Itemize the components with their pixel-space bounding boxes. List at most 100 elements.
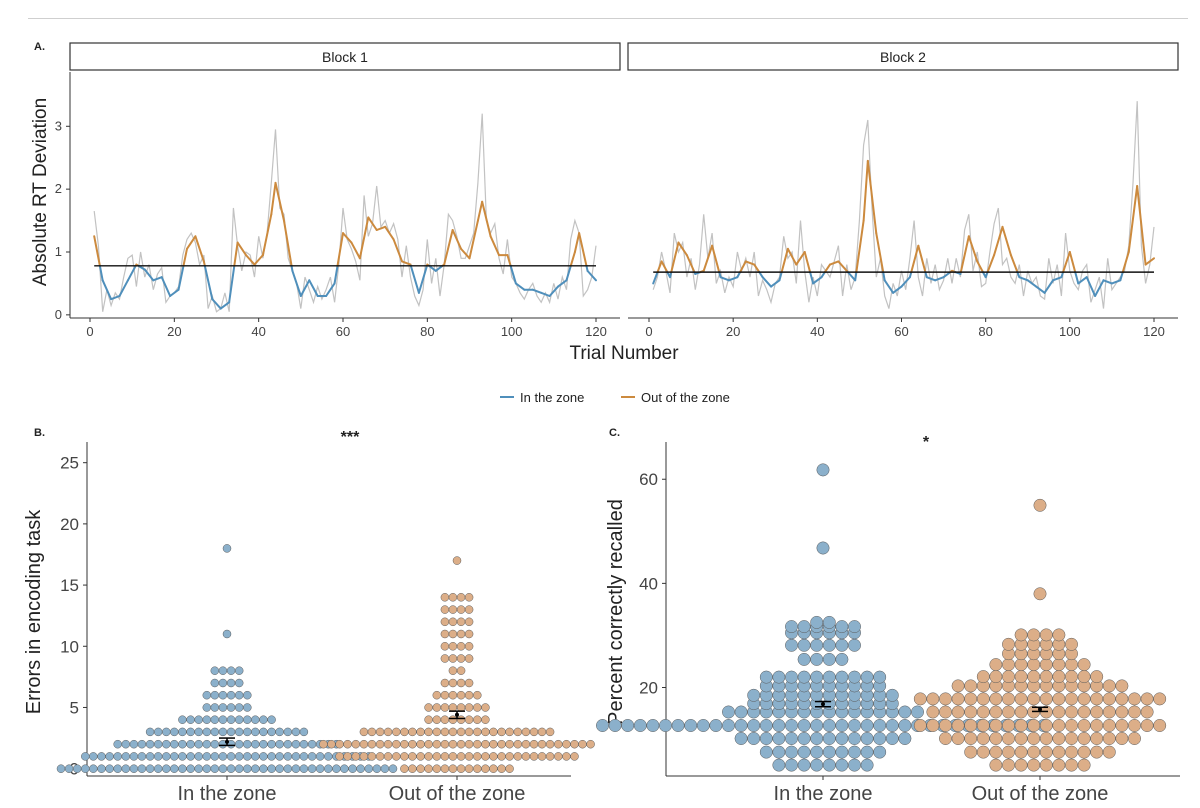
x-tick-label: 20	[726, 324, 740, 339]
dot-in-zone	[162, 727, 171, 737]
smoothed-segment-in-zone	[169, 288, 180, 297]
dot-out-of-zone	[1039, 692, 1053, 706]
smoothed-segment-in-zone	[727, 276, 739, 282]
dot-in-zone	[210, 739, 220, 749]
dot-in-zone	[145, 727, 155, 737]
smoothed-segment-in-zone	[854, 271, 858, 282]
y-tick-label: 10	[60, 637, 79, 656]
dot-in-zone	[659, 719, 672, 732]
dot-out-of-zone	[976, 732, 990, 745]
dot-out-of-zone	[1052, 705, 1066, 719]
mean-point	[455, 712, 459, 717]
dot-out-of-zone	[1077, 658, 1091, 672]
dot-out-of-zone	[989, 670, 1003, 684]
smoothed-segment-in-zone	[434, 264, 444, 272]
dot-out-of-zone	[989, 692, 1003, 706]
dot-out-of-zone	[497, 764, 506, 773]
dot-out-of-zone	[1090, 692, 1104, 706]
dot-out-of-zone	[505, 727, 514, 737]
dot-in-zone	[218, 764, 228, 773]
dot-in-zone	[388, 764, 398, 773]
dot-in-zone	[113, 764, 122, 773]
smoothed-segment-out-of-zone	[780, 247, 789, 274]
dot-out-of-zone	[529, 739, 539, 749]
x-tick-label: 100	[1059, 324, 1081, 339]
dot-in-zone	[275, 727, 284, 737]
x-tick-label: 120	[585, 324, 607, 339]
dot-in-zone	[621, 719, 635, 732]
dot-out-of-zone	[456, 739, 466, 749]
smoothed-segment-in-zone	[160, 276, 172, 297]
dot-in-zone	[822, 670, 836, 684]
dot-in-zone	[243, 715, 252, 724]
dot-out-of-zone	[1128, 732, 1141, 745]
dot-out-of-zone	[408, 752, 417, 761]
y-tick-label: 5	[70, 698, 79, 717]
dot-out-of-zone	[456, 593, 466, 602]
smoothed-segment-in-zone	[565, 264, 572, 282]
dot-out-of-zone	[448, 690, 458, 700]
dot-out-of-zone	[481, 739, 490, 749]
smoothed-segment-out-of-zone	[236, 241, 248, 257]
dot-out-of-zone	[562, 739, 571, 749]
dot-out-of-zone	[529, 752, 539, 761]
dot-in-zone	[251, 752, 260, 761]
smoothed-segment-in-zone	[812, 276, 823, 285]
dot-out-of-zone	[521, 739, 531, 749]
dot-out-of-zone	[464, 752, 474, 761]
dot-out-of-zone	[481, 752, 490, 761]
mean-point	[821, 702, 825, 707]
dot-out-of-zone	[989, 745, 1003, 759]
dot-in-zone	[129, 739, 139, 749]
dot-out-of-zone	[1014, 758, 1028, 772]
dot-out-of-zone	[351, 752, 361, 761]
dot-out-of-zone	[976, 692, 990, 706]
raw-rt-line-block-1	[93, 113, 597, 313]
smoothed-segment-out-of-zone	[677, 241, 688, 257]
dot-out-of-zone	[1002, 658, 1015, 672]
dot-in-zone	[810, 719, 824, 732]
dot-out-of-zone	[408, 739, 417, 749]
dot-in-zone	[97, 764, 106, 773]
dot-out-of-zone	[448, 703, 458, 712]
smoothed-segment-out-of-zone	[481, 200, 492, 238]
dot-out-of-zone	[976, 670, 990, 684]
dot-out-of-zone	[1002, 705, 1015, 719]
dot-out-of-zone	[545, 739, 555, 749]
dot-in-zone	[898, 719, 912, 732]
dot-out-of-zone	[464, 690, 474, 700]
smoothed-segment-in-zone	[719, 276, 730, 282]
smoothed-segment-out-of-zone	[660, 260, 669, 274]
dot-in-zone	[772, 758, 786, 772]
dot-in-zone	[234, 715, 244, 724]
dot-out-of-zone	[456, 703, 466, 712]
smoothed-segment-in-zone	[925, 276, 937, 282]
dot-in-zone	[810, 732, 824, 745]
dot-in-zone	[202, 739, 212, 749]
dot-out-of-zone	[416, 764, 425, 773]
panel-label-c: C.	[609, 427, 620, 439]
dot-in-zone	[267, 715, 276, 724]
dot-in-zone	[178, 739, 187, 749]
x-tick-label: 0	[86, 324, 93, 339]
dot-in-zone	[633, 719, 647, 732]
dot-out-of-zone	[1065, 637, 1078, 651]
dot-in-zone	[797, 719, 811, 732]
dot-in-zone	[186, 752, 195, 761]
dot-out-of-zone	[440, 764, 450, 773]
dot-in-zone	[162, 764, 171, 773]
dot-in-zone	[797, 670, 811, 684]
dot-in-zone	[299, 727, 309, 737]
smoothed-segment-out-of-zone	[823, 263, 831, 274]
dot-in-zone	[210, 678, 220, 688]
dot-out-of-zone	[951, 719, 965, 732]
dot-in-zone	[860, 732, 874, 745]
smoothed-segment-out-of-zone	[460, 247, 471, 260]
dot-out-of-zone	[473, 715, 482, 724]
dot-out-of-zone	[408, 764, 417, 773]
smoothed-segment-in-zone	[1094, 279, 1105, 297]
dot-out-of-zone	[367, 727, 377, 737]
dot-out-of-zone	[497, 727, 506, 737]
dot-out-of-zone	[1102, 719, 1116, 732]
dot-in-zone	[646, 719, 660, 732]
